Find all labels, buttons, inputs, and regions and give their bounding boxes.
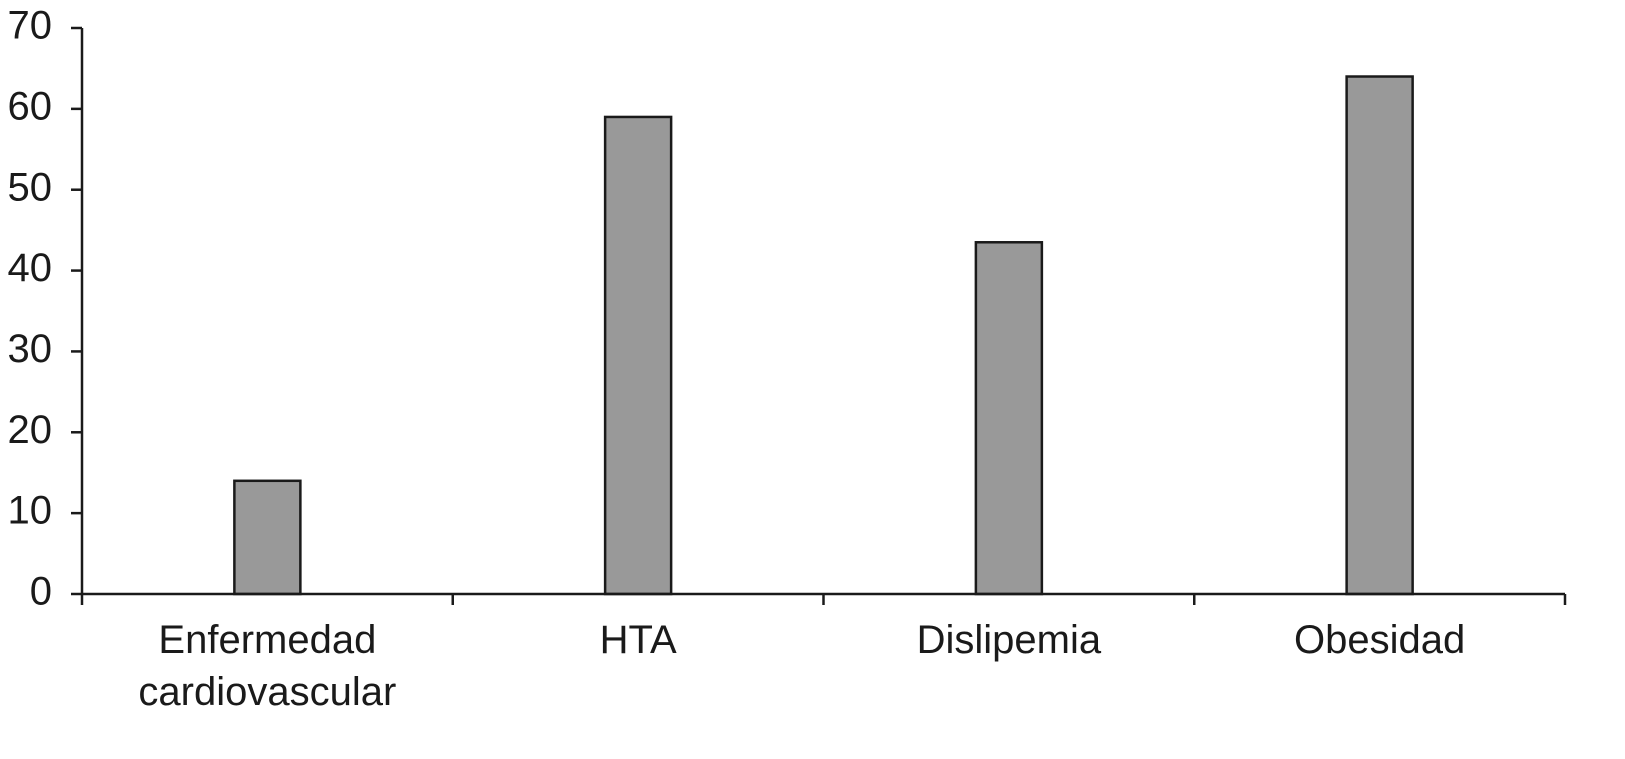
y-tick-label: 70 <box>8 4 53 48</box>
x-tick-label: Obesidad <box>1294 618 1466 662</box>
bar <box>603 115 673 596</box>
y-tick-label: 50 <box>8 165 53 209</box>
x-tick-label: Enfermedad cardiovascular <box>138 618 397 714</box>
y-tick-label: 40 <box>8 246 53 290</box>
y-tick-label: 60 <box>8 84 53 128</box>
y-tick-label: 10 <box>8 489 53 533</box>
bar <box>974 241 1044 596</box>
bar <box>233 479 302 596</box>
y-tick-label: 20 <box>8 408 53 452</box>
bar <box>1345 75 1414 596</box>
y-tick-label: 0 <box>30 570 52 614</box>
x-tick-label: HTA <box>599 618 677 662</box>
x-tick-label: Dislipemia <box>916 618 1102 662</box>
y-tick-label: 30 <box>8 327 53 371</box>
